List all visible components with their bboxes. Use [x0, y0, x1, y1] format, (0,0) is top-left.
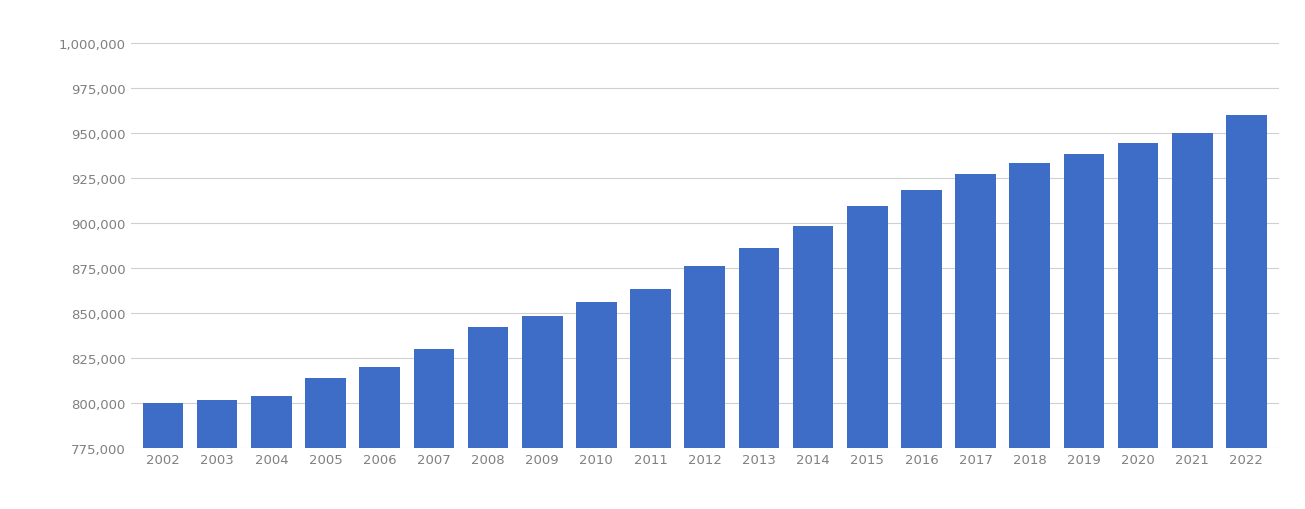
- Bar: [142, 403, 183, 509]
- Bar: [847, 207, 887, 509]
- Bar: [467, 327, 509, 509]
- Bar: [305, 378, 346, 509]
- Bar: [1227, 116, 1267, 509]
- Bar: [414, 349, 454, 509]
- Bar: [359, 367, 401, 509]
- Bar: [522, 317, 562, 509]
- Bar: [197, 400, 238, 509]
- Bar: [576, 302, 617, 509]
- Bar: [1172, 133, 1212, 509]
- Bar: [684, 266, 726, 509]
- Bar: [1118, 144, 1159, 509]
- Bar: [792, 227, 834, 509]
- Bar: [251, 396, 291, 509]
- Bar: [1064, 155, 1104, 509]
- Bar: [955, 175, 996, 509]
- Bar: [900, 191, 942, 509]
- Bar: [739, 248, 779, 509]
- Bar: [1009, 164, 1051, 509]
- Bar: [630, 290, 671, 509]
